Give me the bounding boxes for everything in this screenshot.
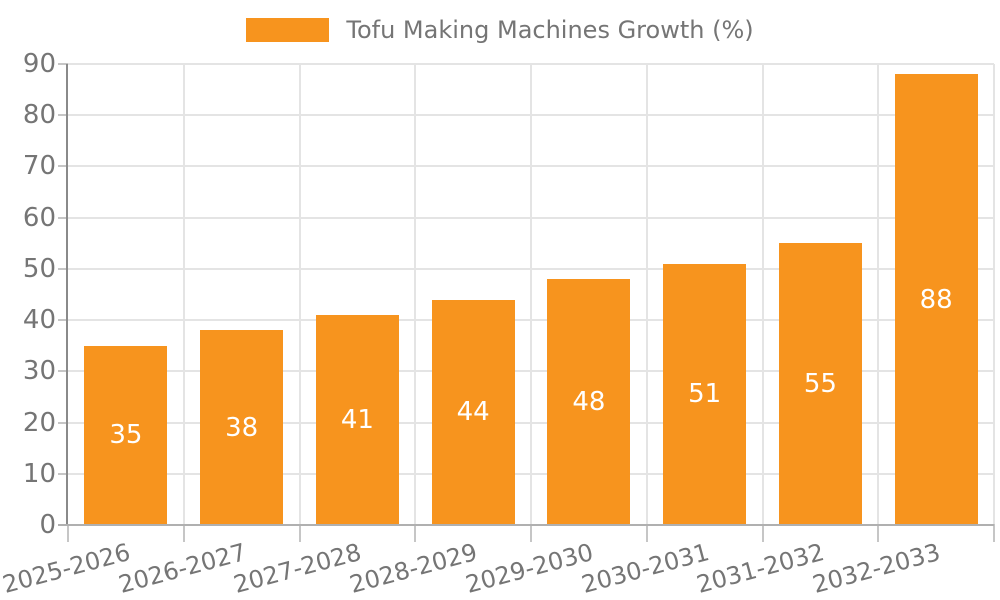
gridline-vertical — [877, 64, 880, 525]
bar — [431, 299, 515, 525]
y-tick-label: 90 — [22, 49, 56, 79]
bar-value-label: 48 — [572, 387, 606, 418]
x-axis-line — [58, 524, 994, 526]
y-tick-mark — [58, 472, 68, 475]
legend-swatch — [246, 18, 330, 42]
x-tick-mark — [67, 524, 69, 542]
bar — [663, 263, 747, 525]
bar — [200, 330, 284, 525]
gridline-vertical — [182, 64, 185, 525]
y-tick-label: 0 — [39, 510, 56, 540]
y-tick-mark — [58, 421, 68, 424]
y-tick-mark — [58, 114, 68, 117]
x-tick-mark — [530, 524, 532, 542]
legend-label: Tofu Making Machines Growth (%) — [346, 16, 754, 44]
gridline-vertical — [530, 64, 532, 525]
y-tick-label: 40 — [22, 305, 56, 336]
bar — [778, 243, 862, 525]
gridline-vertical — [414, 64, 417, 525]
gridline-vertical — [645, 64, 648, 525]
x-tick-mark — [414, 524, 417, 542]
x-tick-mark — [877, 524, 880, 542]
x-tick-mark — [761, 524, 764, 542]
legend: Tofu Making Machines Growth (%) — [0, 16, 1000, 44]
bar — [547, 279, 631, 525]
y-tick-label: 60 — [22, 202, 56, 233]
y-tick-mark — [58, 267, 68, 270]
y-tick-label: 10 — [22, 458, 56, 489]
bar — [894, 74, 978, 525]
gridline-vertical — [993, 64, 995, 525]
x-tick-mark — [993, 524, 995, 542]
y-tick-label: 80 — [22, 100, 56, 131]
bar-value-label: 44 — [456, 397, 490, 428]
y-tick-mark — [58, 63, 68, 65]
y-tick-mark — [58, 165, 68, 168]
bar-value-label: 55 — [803, 369, 837, 400]
y-tick-label: 70 — [22, 151, 56, 182]
x-tick-mark — [182, 524, 185, 542]
bar-value-label: 38 — [225, 412, 259, 443]
y-tick-label: 50 — [22, 253, 56, 284]
gridline-vertical — [298, 64, 301, 525]
y-axis-line — [66, 64, 68, 525]
x-tick-mark — [298, 524, 301, 542]
y-tick-mark — [58, 216, 68, 219]
bar-value-label: 41 — [340, 404, 374, 435]
gridline-vertical — [761, 64, 764, 525]
bar-value-label: 35 — [109, 420, 143, 451]
bar-value-label: 51 — [688, 379, 722, 410]
bar-value-label: 88 — [919, 284, 953, 315]
y-tick-label: 20 — [22, 407, 56, 438]
bar — [315, 314, 399, 525]
x-tick-mark — [645, 524, 648, 542]
bar — [84, 345, 168, 525]
y-tick-mark — [58, 370, 68, 373]
y-tick-mark — [58, 319, 68, 322]
y-tick-label: 30 — [22, 356, 56, 387]
